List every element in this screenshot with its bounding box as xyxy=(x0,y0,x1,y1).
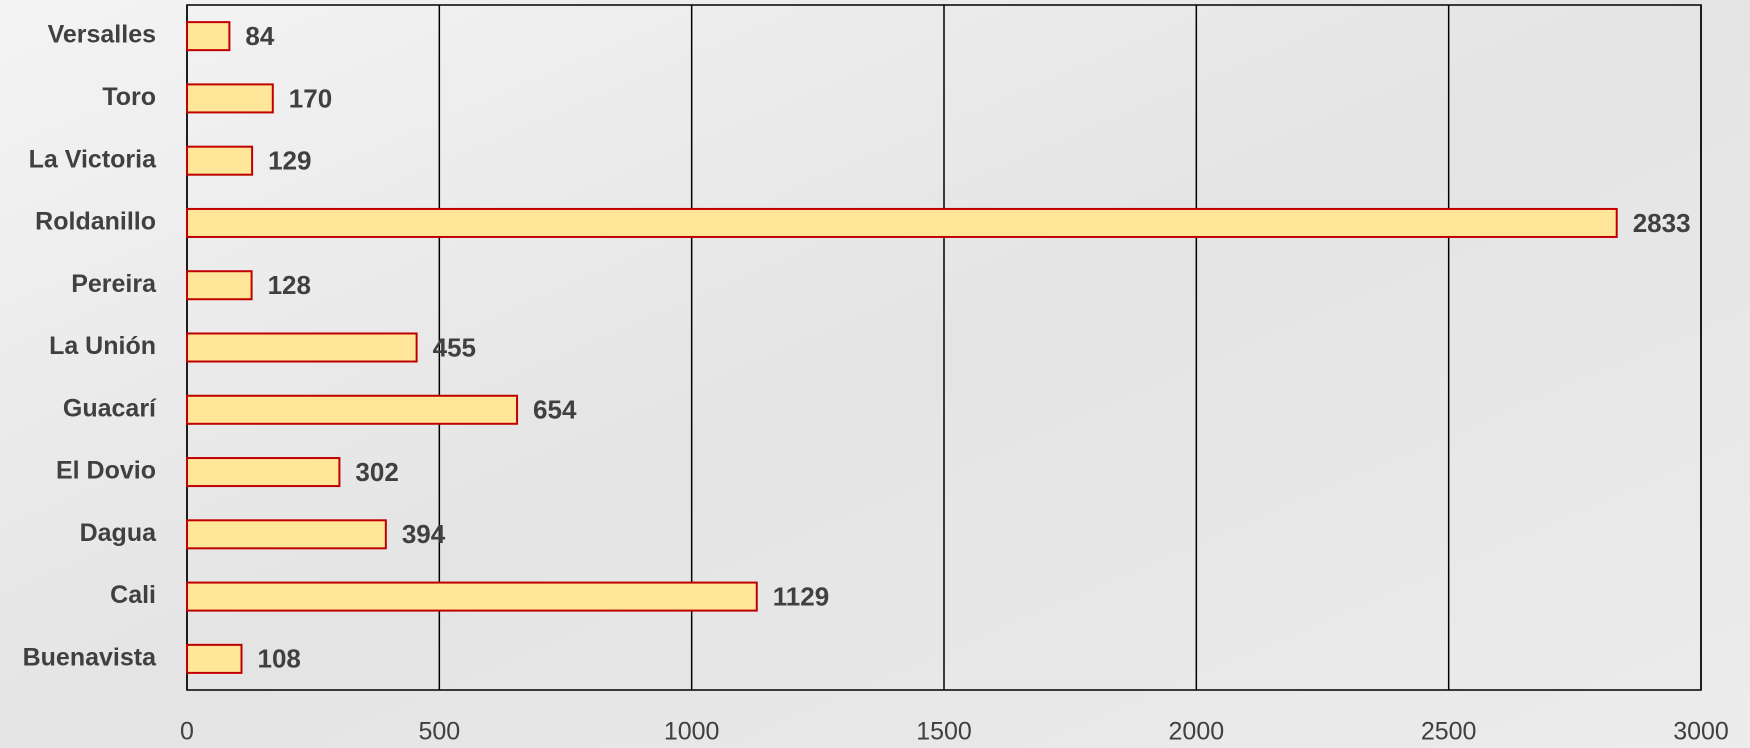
data-label: 129 xyxy=(268,146,311,176)
bar xyxy=(186,145,254,176)
y-tick-label: Buenavista xyxy=(23,643,157,671)
x-tick-label: 0 xyxy=(180,718,194,746)
x-tick-label: 2500 xyxy=(1421,718,1477,746)
y-tick-label: La Victoria xyxy=(29,145,157,173)
y-tick-label: Versalles xyxy=(48,21,156,49)
data-label: 302 xyxy=(355,457,398,487)
data-label: 394 xyxy=(402,519,446,549)
bar xyxy=(186,457,341,488)
data-label: 1129 xyxy=(773,581,829,611)
y-tick-label: Dagua xyxy=(80,519,158,547)
y-tick-label: Guacarí xyxy=(63,394,157,422)
data-label: 654 xyxy=(533,395,577,425)
y-tick-label: Toro xyxy=(102,83,156,111)
bar xyxy=(186,394,519,425)
bar xyxy=(186,270,253,301)
data-label: 84 xyxy=(245,21,274,51)
bar xyxy=(186,207,1618,238)
x-tick-label: 500 xyxy=(418,718,460,746)
bar xyxy=(186,21,231,52)
x-tick-label: 2000 xyxy=(1169,718,1225,746)
data-label: 128 xyxy=(268,270,311,300)
bar xyxy=(186,519,387,550)
y-tick-label: Pereira xyxy=(71,270,157,298)
data-label: 2833 xyxy=(1633,208,1691,238)
bar xyxy=(186,643,243,674)
y-tick-label: Roldanillo xyxy=(35,208,156,236)
y-tick-label: El Dovio xyxy=(56,457,156,485)
y-tick-label: Cali xyxy=(110,581,156,609)
bar xyxy=(186,83,274,114)
bar xyxy=(186,581,758,612)
x-tick-label: 1000 xyxy=(664,718,720,746)
bar xyxy=(186,332,418,363)
data-label: 108 xyxy=(258,644,301,674)
y-tick-label: La Unión xyxy=(49,332,156,360)
data-label: 170 xyxy=(289,83,332,113)
x-tick-label: 1500 xyxy=(916,718,972,746)
data-label: 455 xyxy=(433,332,476,362)
x-tick-label: 3000 xyxy=(1673,718,1729,746)
